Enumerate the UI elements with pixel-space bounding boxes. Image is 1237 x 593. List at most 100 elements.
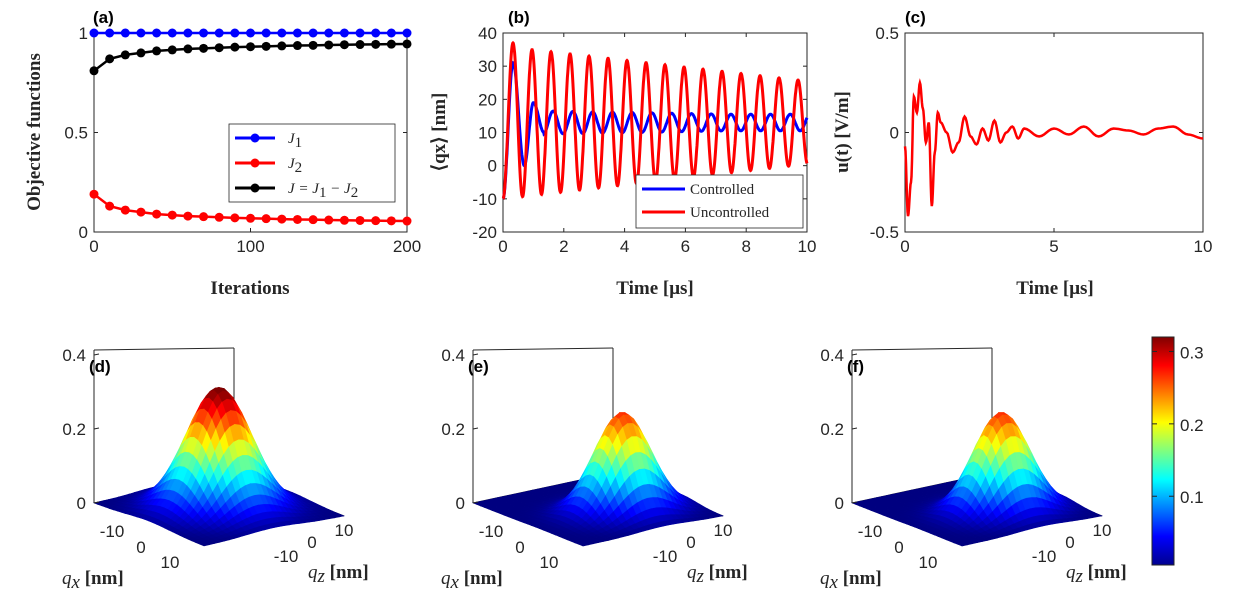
data-point [89, 189, 99, 199]
data-point [402, 39, 412, 49]
panel-a-label: (a) [93, 8, 114, 27]
qz-tick-label: 10 [335, 521, 354, 540]
data-point [136, 28, 146, 38]
z-tick-mark [851, 427, 858, 430]
panel-a-ylabel: Objective functions [24, 53, 45, 211]
colorbar-tick-label: 0.2 [1180, 416, 1204, 435]
data-point [230, 28, 240, 38]
data-point [214, 212, 224, 222]
surface-patch [957, 543, 969, 547]
data-point [152, 46, 162, 56]
y-tick-label: 0.5 [64, 124, 88, 143]
x-tick-label: 0 [89, 237, 98, 256]
data-point [230, 213, 240, 223]
qx-axis-label: qx [nm] [441, 568, 503, 593]
y-tick-label: -0.5 [870, 223, 899, 242]
x-tick-label: 10 [798, 237, 817, 256]
qz-tick-label: 10 [1093, 521, 1112, 540]
colorbar: 0.1 0.2 0.3 [1151, 336, 1204, 566]
z-tick-label: 0.2 [62, 420, 86, 439]
data-point [261, 41, 271, 51]
y-tick-label: 0 [488, 157, 497, 176]
control-field-line [903, 78, 1204, 217]
x-tick-label: 200 [393, 237, 421, 256]
qz-tick-label: 0 [686, 533, 695, 552]
qz-axis-label: qz [nm] [308, 562, 369, 587]
data-point [292, 28, 302, 38]
z-tick-mark [851, 353, 858, 356]
z-tick-mark [93, 353, 100, 356]
panel-b-ylabel: ⟨qx⟩ [nm] [429, 93, 450, 172]
data-point [324, 40, 334, 50]
data-point [277, 214, 287, 224]
data-point [339, 40, 349, 50]
x-tick-label: 4 [620, 237, 629, 256]
qz-tick-label: 0 [1065, 533, 1074, 552]
panel-e-label: (e) [468, 357, 489, 376]
qx-axis-label: qx [nm] [820, 568, 882, 593]
z-tick-label: 0.4 [820, 346, 844, 365]
z-tick-mark [93, 501, 100, 504]
data-point [355, 40, 365, 50]
top-left-edge [93, 347, 235, 351]
legend-j2-marker [250, 158, 260, 168]
data-point [214, 28, 224, 38]
qx-tick-label: 0 [894, 538, 903, 557]
z-tick-label: 0.2 [820, 420, 844, 439]
data-point [371, 28, 381, 38]
data-point [277, 41, 287, 51]
z-tick-label: 0 [77, 494, 86, 513]
panel-c-xlabel: Time [μs] [1016, 278, 1093, 299]
panel-b-legend-box [635, 174, 804, 229]
x-tick-label: 100 [236, 237, 264, 256]
colorbar-tick-label: 0.3 [1180, 343, 1204, 362]
z-tick-mark [472, 353, 479, 356]
panel-b-legend: Controlled Uncontrolled [635, 174, 804, 229]
x-tick-label: 0 [900, 237, 909, 256]
data-point [152, 28, 162, 38]
y-tick-label: 40 [478, 24, 497, 43]
data-point [308, 40, 318, 50]
data-point [214, 43, 224, 53]
qz-axis-label: qz [nm] [687, 562, 748, 587]
data-point [386, 39, 396, 49]
panel-a-xlabel: Iterations [210, 278, 289, 299]
data-point [277, 28, 287, 38]
legend-j1-marker [250, 133, 260, 143]
data-point [402, 28, 412, 38]
qx-tick-label: 10 [540, 553, 559, 572]
data-point [292, 214, 302, 224]
qx-tick-label: -10 [100, 522, 125, 541]
data-point [199, 43, 209, 53]
x-tick-label: 6 [681, 237, 690, 256]
x-tick-label: 2 [559, 237, 568, 256]
data-point [167, 210, 177, 220]
data-point [167, 45, 177, 55]
data-point [136, 48, 146, 58]
qx-tick-label: 10 [161, 553, 180, 572]
data-point [89, 66, 99, 76]
data-point [324, 215, 334, 225]
data-point [199, 28, 209, 38]
y-tick-label: 0 [890, 124, 899, 143]
data-point [136, 207, 146, 217]
legend-uncontrolled-text: Uncontrolled [690, 205, 770, 221]
surface-patch [199, 542, 210, 547]
y-tick-label: 10 [478, 124, 497, 143]
data-point [371, 216, 381, 226]
z-tick-mark [472, 501, 479, 504]
colorbar-tick-label: 0.1 [1180, 488, 1204, 507]
qx-tick-label: 0 [515, 538, 524, 557]
data-point [120, 28, 130, 38]
data-point [183, 28, 193, 38]
panel-a-legend: J1 J2 J = J1 − J2 [228, 123, 396, 203]
y-tick-label: 1 [79, 24, 88, 43]
y-tick-label: 0 [79, 223, 88, 242]
panel-c-label: (c) [905, 8, 926, 27]
qz-tick-label: 10 [714, 521, 733, 540]
legend-controlled-text: Controlled [690, 182, 755, 198]
x-tick-label: 8 [741, 237, 750, 256]
qz-axis-label: qz [nm] [1066, 562, 1127, 587]
data-point [105, 28, 115, 38]
y-tick-label: -20 [472, 223, 497, 242]
